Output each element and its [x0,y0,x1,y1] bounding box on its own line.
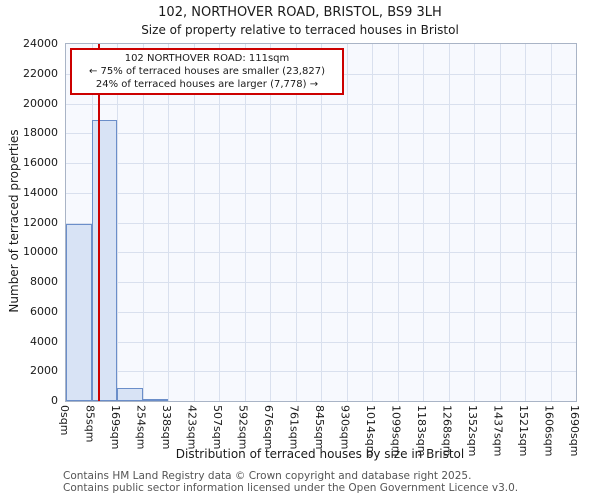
gridline-vertical [168,44,169,401]
gridline-vertical [142,44,144,401]
x-axis-title: Distribution of terraced houses by size … [175,447,465,461]
property-size-marker-line [98,44,101,401]
x-tick-label: 930sqm [338,405,352,450]
gridline-vertical [525,44,526,401]
x-tick-label: 254sqm [134,405,148,450]
x-tick-label: 1690sqm [568,405,581,457]
gridline-vertical [295,44,297,401]
y-tick-label: 4000 [30,334,58,348]
bar-0sqm [66,224,92,401]
y-tick-label: 20000 [23,96,58,110]
x-tick-label: 169sqm [109,405,122,450]
gridline-vertical [219,44,220,401]
bar-169sqm [117,387,143,401]
gridline-vertical [193,44,195,401]
x-tick-label: 761sqm [287,405,301,450]
gridline-vertical [244,44,246,401]
gridline-vertical [499,44,501,401]
y-tick-label: 14000 [23,185,58,199]
gridline-vertical [550,44,552,401]
footer-attribution-2: Contains public sector information licen… [63,482,519,494]
bar-254sqm [142,398,168,401]
annotation-smaller-stat: ← 75% of terraced houses are smaller (23… [89,66,325,77]
y-tick-label: 10000 [23,245,58,259]
x-tick-label: 1352sqm [466,405,479,457]
y-tick-label: 0 [51,394,58,407]
y-tick-label: 2000 [30,364,58,378]
footer-attribution-1: Contains HM Land Registry data © Crown c… [63,470,472,482]
gridline-vertical [346,44,348,401]
x-tick-label: 1014sqm [364,405,377,457]
x-tick-label: 1437sqm [491,405,505,457]
x-tick-label: 338sqm [160,405,173,450]
gridline-vertical [117,44,118,401]
x-tick-label: 676sqm [262,405,275,450]
gridline-vertical [423,44,424,401]
x-tick-label: 1521sqm [517,405,530,457]
annotation-property-size: 102 NORTHOVER ROAD: 111sqm [124,53,290,64]
y-tick-label: 16000 [23,156,58,169]
gridline-vertical [474,44,475,401]
x-tick-label: 85sqm [83,405,97,443]
x-tick-label: 592sqm [236,405,250,450]
x-tick-label: 423sqm [185,405,199,450]
y-tick-label: 18000 [23,126,58,140]
bar-85sqm [91,119,117,401]
gridline-vertical [372,44,373,401]
gridline-vertical [397,44,399,401]
y-tick-label: 8000 [30,275,58,288]
y-tick-label: 12000 [23,215,58,229]
y-tick-label: 22000 [23,66,58,80]
property-annotation-box: 102 NORTHOVER ROAD: 111sqm ← 75% of terr… [70,48,344,95]
plot-area: 102 NORTHOVER ROAD: 111sqm ← 75% of terr… [65,43,577,402]
gridline-vertical [270,44,271,401]
chart-title: 102, NORTHOVER ROAD, BRISTOL, BS9 3LH [158,5,442,20]
x-tick-label: 1183sqm [415,405,428,457]
x-tick-label: 1099sqm [389,405,403,457]
x-tick-label: 1606sqm [542,405,556,457]
annotation-larger-stat: 24% of terraced houses are larger (7,778… [95,79,319,90]
gridline-vertical [448,44,450,401]
chart-subtitle: Size of property relative to terraced ho… [141,23,459,37]
x-tick-label: 1268sqm [440,405,454,457]
x-tick-label: 0sqm [58,405,71,436]
x-tick-label: 507sqm [211,405,224,450]
gridline-vertical [321,44,322,401]
y-tick-label: 24000 [23,37,58,50]
y-tick-label: 6000 [30,304,58,318]
x-tick-label: 845sqm [313,405,326,450]
